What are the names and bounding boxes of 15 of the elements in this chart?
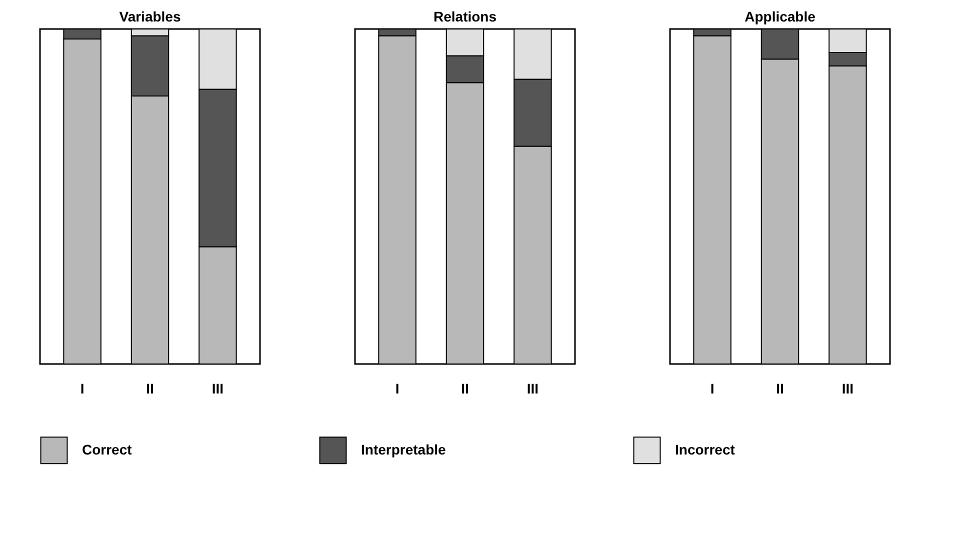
legend-label: Interpretable	[361, 441, 446, 458]
x-tick-label: II	[461, 380, 469, 396]
legend-label: Incorrect	[675, 441, 736, 458]
x-tick-label: III	[212, 380, 224, 396]
x-tick-label: II	[776, 380, 784, 396]
x-tick-label: III	[526, 380, 539, 396]
legend-label: Correct	[82, 441, 132, 458]
x-tick-label: II	[146, 380, 154, 396]
chart-title: Variables	[119, 8, 181, 24]
chart-title: Applicable	[744, 8, 816, 24]
chart-title: Relations	[433, 8, 497, 24]
x-tick-label: III	[842, 380, 854, 396]
x-tick-label: I	[80, 380, 84, 396]
x-tick-label: I	[710, 380, 714, 396]
x-tick-label: I	[395, 380, 400, 396]
